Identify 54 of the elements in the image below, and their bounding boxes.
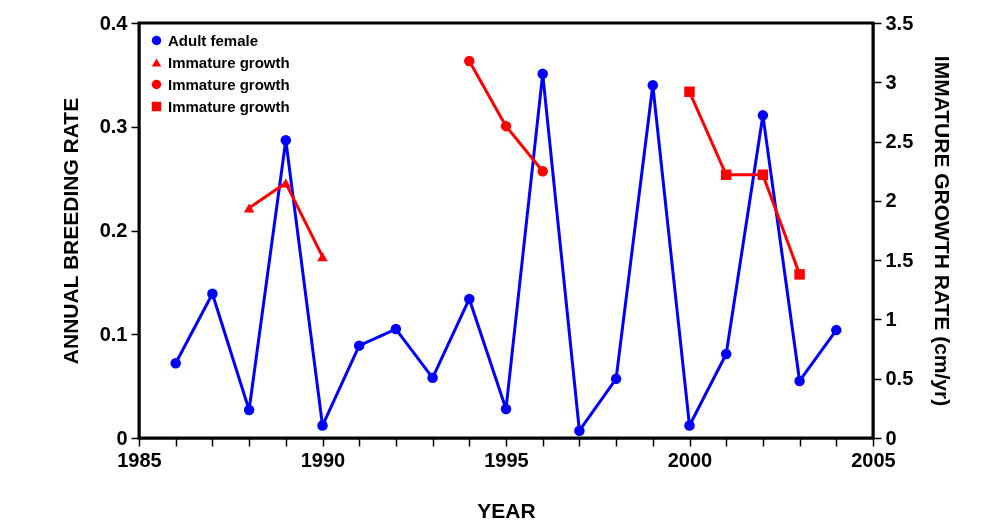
point [353,340,365,351]
x-tick-label: 1990 [300,448,346,471]
point [537,165,548,177]
y2-tick-label: 1.5 [885,248,914,271]
point [243,203,255,213]
y2-tick-label: 0.5 [885,367,914,390]
point [207,288,218,300]
point [390,323,402,335]
point [610,373,622,385]
point [317,252,328,262]
point [794,375,805,387]
y2-tick-label: 3 [885,70,897,93]
point [757,110,769,121]
point [500,120,512,132]
point [280,135,292,146]
point [647,80,659,91]
y-tick-label: 0.1 [99,322,128,345]
point [537,68,548,80]
point [243,404,255,416]
y-axis-title: ANNUAL BREEDING RATE [58,97,82,365]
point [720,169,732,181]
point [280,178,292,188]
y-tick-label: 0.3 [99,115,128,138]
y2-tick-label: 1 [885,307,897,330]
point [500,403,512,415]
point [464,293,475,305]
x-tick-label: 2005 [851,448,896,471]
y-tick-label: 0.4 [99,11,129,34]
point [720,348,732,360]
x-axis-title: YEAR [477,498,536,522]
y2-tick-label: 2 [885,189,897,212]
y2-tick-label: 2.5 [885,130,914,153]
point [684,86,695,98]
point [831,324,842,336]
legend-label: Immature growth [168,75,290,93]
point [464,55,475,67]
y2-axis-title: IMMATURE GROWTH RATE (cm/yr) [931,55,955,407]
point [574,425,585,436]
point [427,372,438,384]
y2-tick-label: 0 [885,426,897,449]
point [684,420,695,431]
y2-tick-label: 3.5 [885,11,914,34]
x-tick-label: 2000 [667,448,713,471]
point [317,420,328,431]
y-tick-label: 0.2 [99,219,128,241]
legend-label: Adult female [168,31,259,49]
point [170,358,181,369]
x-tick-label: 1985 [117,448,162,471]
legend-label: Immature growth [168,53,290,71]
point [794,269,805,280]
legend-label: Immature growth [168,97,290,115]
y-tick-label: 0 [116,426,128,449]
point [757,169,769,181]
x-tick-label: 1995 [484,448,529,471]
